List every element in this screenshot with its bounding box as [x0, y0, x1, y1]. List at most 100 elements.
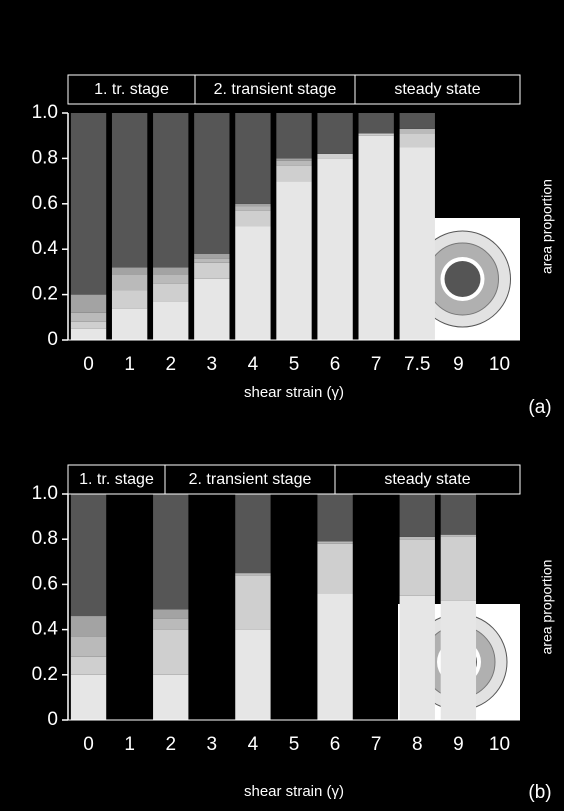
bar-segment [112, 308, 147, 340]
bar-segment [153, 630, 188, 675]
x-axis-title: shear strain (γ) [244, 783, 344, 800]
x-tick-label: 9 [453, 734, 464, 755]
bar-segment [71, 295, 106, 313]
stage-label: steady state [394, 81, 480, 98]
x-tick-label: 7 [371, 734, 382, 755]
bar-segment [153, 113, 188, 267]
y-tick-label: 0 [47, 329, 58, 350]
bar-segment [276, 165, 311, 181]
bar-segment [112, 274, 147, 290]
x-tick-label: 10 [489, 354, 510, 375]
figure: 012345677.591000.20.40.60.81.01. tr. sta… [0, 0, 564, 811]
bar-segment [71, 329, 106, 340]
bar-segment [71, 616, 106, 636]
bar-segment [441, 494, 476, 535]
x-axis-title: shear strain (γ) [244, 384, 344, 401]
bar-segment [235, 204, 270, 206]
bar-segment [153, 494, 188, 609]
bar-segment [71, 113, 106, 295]
bar-segment [359, 113, 394, 133]
x-tick-label: 2 [165, 734, 176, 755]
bar-segment [317, 593, 352, 720]
bar-segment [71, 313, 106, 322]
inset-core [445, 261, 481, 297]
bar-segment [317, 113, 352, 154]
bar-segment [276, 158, 311, 160]
bar-segment [153, 675, 188, 720]
bar-segment [317, 154, 352, 159]
y-tick-label: 0.6 [32, 193, 58, 214]
bar-segment [400, 129, 435, 134]
y-tick-label: 0.4 [32, 619, 59, 640]
bar-segment [194, 113, 229, 254]
y-axis-title: area proportion [539, 179, 555, 274]
page: 012345677.591000.20.40.60.81.01. tr. sta… [0, 0, 564, 811]
bar-segment [71, 675, 106, 720]
stage-label: 2. transient stage [214, 81, 337, 98]
bar-segment [400, 147, 435, 340]
bar-segment [276, 181, 311, 340]
bar-segment [194, 258, 229, 263]
bar-segment [276, 113, 311, 158]
bar-segment [71, 322, 106, 329]
x-tick-label: 4 [248, 734, 259, 755]
bar-segment [153, 283, 188, 301]
x-tick-label: 5 [289, 354, 300, 375]
y-tick-label: 1.0 [32, 102, 58, 123]
y-tick-label: 0 [47, 709, 58, 730]
y-tick-label: 0.4 [32, 238, 59, 259]
x-tick-label: 1 [124, 734, 135, 755]
bar-segment [235, 211, 270, 227]
bar-segment [194, 263, 229, 279]
x-tick-label: 3 [207, 734, 218, 755]
x-tick-label: 1 [124, 354, 135, 375]
bar-segment [153, 618, 188, 629]
panel-label: (a) [528, 397, 551, 418]
y-tick-label: 1.0 [32, 483, 58, 504]
bar-segment [317, 541, 352, 543]
bar-segment [153, 609, 188, 618]
x-tick-label: 8 [412, 734, 423, 755]
bar-segment [235, 113, 270, 204]
y-tick-label: 0.2 [32, 664, 58, 685]
bar-segment [235, 227, 270, 341]
x-tick-label: 7 [371, 354, 382, 375]
stage-label: 2. transient stage [189, 471, 312, 488]
y-tick-label: 0.8 [32, 147, 58, 168]
bar-segment [400, 596, 435, 720]
bar-segment [441, 600, 476, 720]
bar-segment [112, 267, 147, 274]
bar-segment [112, 113, 147, 267]
bar-segment [153, 267, 188, 274]
bar-segment [359, 133, 394, 135]
bar-segment [400, 539, 435, 596]
y-tick-label: 0.6 [32, 573, 58, 594]
x-tick-label: 5 [289, 734, 300, 755]
x-tick-label: 3 [207, 354, 218, 375]
y-axis-title: area proportion [539, 560, 555, 655]
x-tick-label: 0 [83, 734, 94, 755]
bar-segment [153, 274, 188, 283]
bar-segment [194, 279, 229, 340]
bar-segment [235, 494, 270, 573]
bar-segment [276, 161, 311, 166]
y-tick-label: 0.2 [32, 284, 58, 305]
x-tick-label: 2 [165, 354, 176, 375]
bar-segment [400, 133, 435, 147]
bar-segment [359, 136, 394, 340]
stage-label: 1. tr. stage [79, 471, 154, 488]
bar-segment [71, 494, 106, 616]
bar-segment [317, 544, 352, 594]
bar-segment [400, 537, 435, 539]
x-tick-label: 10 [489, 734, 510, 755]
x-tick-label: 6 [330, 734, 341, 755]
stage-label: steady state [384, 471, 470, 488]
bar-segment [400, 113, 435, 129]
x-tick-label: 0 [83, 354, 94, 375]
bar-segment [194, 254, 229, 259]
y-tick-label: 0.8 [32, 528, 58, 549]
bar-segment [441, 537, 476, 600]
x-tick-label: 4 [248, 354, 259, 375]
stage-label: 1. tr. stage [94, 81, 169, 98]
bar-segment [235, 630, 270, 720]
